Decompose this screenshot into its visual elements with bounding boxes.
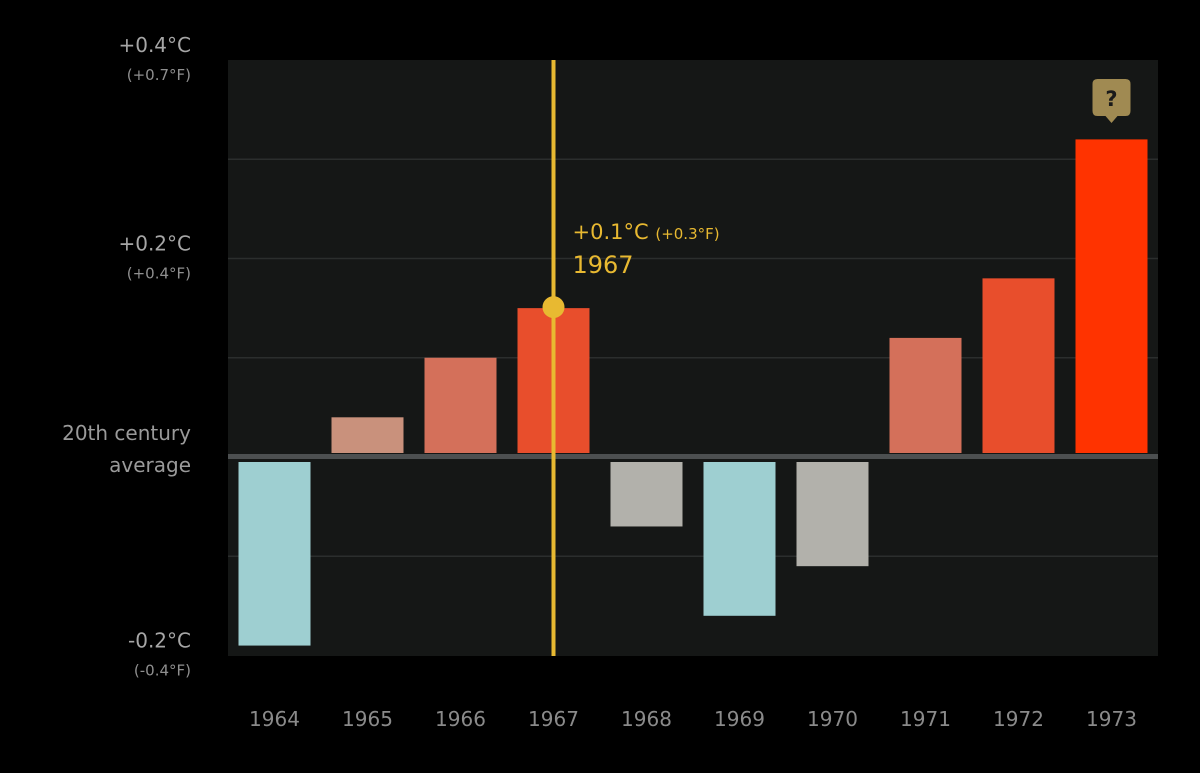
bar-1964[interactable] [238, 462, 311, 646]
x-tick-label: 1973 [1086, 707, 1137, 731]
baseline-label: average [109, 453, 191, 477]
bar-1973[interactable] [1075, 139, 1148, 453]
y-tick-label-f: (+0.4°F) [127, 265, 191, 283]
selection-value-f: (+0.3°F) [655, 225, 719, 243]
bar-1968[interactable] [610, 462, 683, 527]
bar-1965[interactable] [331, 417, 404, 453]
selection-line[interactable] [551, 60, 556, 656]
bar-1969[interactable] [703, 462, 776, 616]
x-tick-label: 1965 [342, 707, 393, 731]
bar-1966[interactable] [424, 357, 497, 453]
x-tick-label: 1971 [900, 707, 951, 731]
x-tick-label: 1968 [621, 707, 672, 731]
x-tick-label: 1967 [528, 707, 579, 731]
y-tick-label-f: (-0.4°F) [134, 662, 191, 680]
question-marker-symbol: ? [1105, 87, 1117, 111]
y-tick-label-f: (+0.7°F) [127, 66, 191, 84]
question-marker-icon[interactable]: ? [1092, 79, 1131, 123]
baseline-line [228, 454, 1158, 459]
bar-1971[interactable] [889, 337, 962, 453]
bar-1972[interactable] [982, 278, 1055, 453]
bar-1970[interactable] [796, 462, 869, 567]
question-marker-bg [1092, 79, 1131, 123]
x-tick-label: 1969 [714, 707, 765, 731]
selection-year-label: 1967 [573, 251, 634, 279]
y-tick-label: -0.2°C [128, 629, 191, 653]
x-tick-label: 1970 [807, 707, 858, 731]
x-tick-label: 1964 [249, 707, 300, 731]
selection-handle[interactable] [542, 296, 565, 319]
y-tick-label: +0.2°C [118, 232, 191, 256]
y-tick-label: +0.4°C [118, 33, 191, 57]
x-tick-label: 1966 [435, 707, 486, 731]
x-tick-label: 1972 [993, 707, 1044, 731]
baseline-label: 20th century [62, 421, 191, 445]
